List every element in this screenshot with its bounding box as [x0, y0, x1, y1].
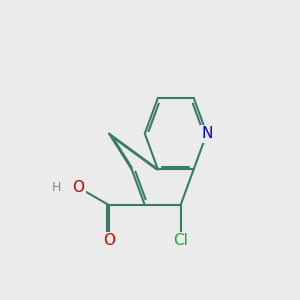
Text: H: H	[52, 181, 61, 194]
Text: O: O	[103, 233, 115, 248]
Text: N: N	[201, 126, 212, 141]
Text: Cl: Cl	[173, 233, 188, 248]
Text: O: O	[72, 180, 84, 195]
